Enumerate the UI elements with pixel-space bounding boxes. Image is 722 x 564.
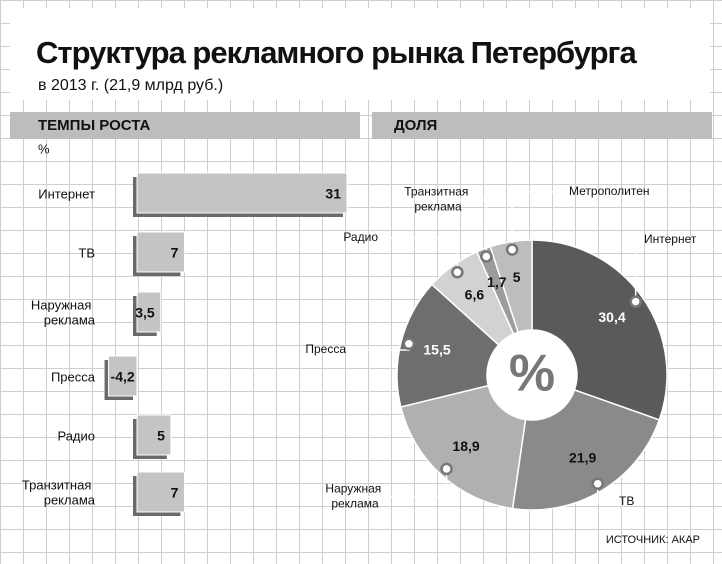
- section-band: [372, 112, 712, 139]
- category-label: Наружная реклама: [325, 482, 384, 511]
- category-label: ТВ: [78, 245, 95, 260]
- value-label: 1,7: [487, 274, 507, 290]
- category-label: Транзитная реклама: [404, 185, 471, 214]
- source: ИСТОЧНИК: АКАР: [606, 534, 700, 546]
- donut-hole: [487, 330, 577, 420]
- value-label: -4,2: [111, 369, 135, 385]
- bar: [108, 355, 138, 397]
- callout-line: [511, 191, 565, 250]
- category-label: Радио: [343, 230, 378, 244]
- value-label: 6,6: [465, 286, 485, 302]
- category-label: Радио: [57, 428, 95, 443]
- category-label: ТВ: [619, 494, 634, 508]
- bar: [136, 231, 185, 273]
- bar: [136, 471, 185, 513]
- category-label: Наружная реклама: [31, 298, 96, 328]
- callout-line: [382, 237, 459, 273]
- value-label: 21,9: [569, 450, 596, 466]
- value-label: 18,9: [452, 438, 479, 454]
- value-label: 30,4: [598, 309, 625, 325]
- callout-line: [355, 468, 448, 498]
- value-label: 31: [325, 186, 341, 202]
- category-label: Транзитная реклама: [22, 478, 96, 508]
- section-title: ДОЛЯ: [394, 117, 437, 134]
- section-title: ТЕМПЫ РОСТА: [38, 117, 150, 134]
- callout-dot: [505, 243, 519, 256]
- category-label: Пресса: [51, 369, 96, 384]
- category-label: Метрополитен: [569, 184, 650, 198]
- value-label: 7: [171, 485, 179, 501]
- callout-dot: [440, 462, 453, 476]
- bar: [136, 414, 172, 456]
- axis-unit: %: [38, 141, 50, 156]
- title: Структура рекламного рынка Петербурга: [36, 35, 637, 70]
- callout-dot: [451, 266, 464, 279]
- callout-dot: [402, 337, 416, 351]
- value-label: 7: [171, 245, 179, 261]
- title-panel: [10, 8, 710, 100]
- bar: [136, 172, 348, 214]
- callout-line: [634, 239, 640, 302]
- callout-dot: [480, 250, 493, 263]
- category-label: Интернет: [644, 232, 697, 246]
- subtitle: в 2013 г. (21,9 млрд руб.): [38, 77, 223, 94]
- value-label: 3,5: [135, 305, 155, 321]
- callout-line: [438, 199, 488, 257]
- bar: [136, 291, 162, 333]
- category-label: Интернет: [38, 186, 95, 201]
- value-label: 15,5: [423, 342, 450, 358]
- center-label: %: [509, 345, 555, 403]
- callout-dot: [591, 477, 604, 490]
- category-label: Пресса: [305, 342, 346, 356]
- callout-dot: [629, 295, 642, 308]
- value-label: 5: [157, 428, 165, 444]
- value-label: 5: [513, 269, 521, 285]
- section-band: [10, 112, 360, 139]
